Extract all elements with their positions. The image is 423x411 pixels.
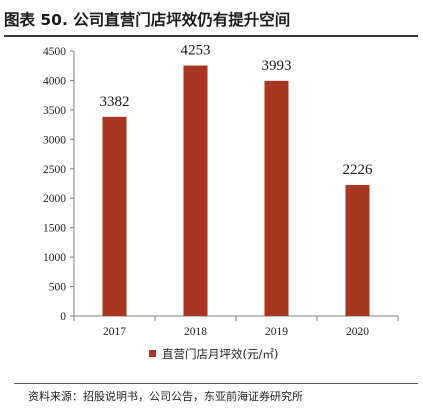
y-tick-label: 2000 [43, 193, 66, 205]
bar-2017 [102, 116, 127, 317]
y-tick-label: 3500 [43, 105, 66, 117]
figure-title: 图表 50. 公司直营门店坪效仍有提升空间 [4, 11, 291, 29]
y-axis: 0 500 1000 1500 2000 2500 3000 3500 4000 4500 [43, 46, 75, 323]
data-labels: 3382 4253 3993 2226 [100, 43, 374, 178]
x-tick-label: 2019 [265, 326, 288, 338]
data-label-2017: 3382 [100, 94, 130, 110]
y-tick-label: 4000 [43, 75, 66, 87]
title-rule [4, 35, 418, 37]
legend-swatch [149, 350, 156, 357]
data-label-2018: 4253 [181, 43, 211, 59]
source-rule [14, 383, 418, 384]
y-tick-label: 500 [49, 282, 67, 294]
x-tick-label: 2018 [184, 326, 207, 338]
x-axis: 2017 2018 2019 2020 [73, 315, 399, 338]
bar-chart: 0 500 1000 1500 2000 2500 3000 3500 4000 4500 201… [43, 43, 399, 361]
legend: 直营门店月坪效(元/㎡) [149, 347, 278, 361]
data-label-2019: 3993 [262, 58, 292, 74]
bar-2019 [264, 80, 289, 317]
y-tick-label: 1000 [43, 252, 66, 264]
y-tick-label: 4500 [43, 46, 66, 58]
bars [102, 65, 370, 317]
y-tick-label: 1500 [43, 223, 66, 235]
y-tick-label: 2500 [43, 164, 66, 176]
source-note: 资料来源：招股说明书，公司公告，东亚前海证券研究所 [28, 390, 303, 403]
bar-2018 [183, 65, 208, 316]
y-tick-label: 0 [60, 311, 66, 323]
y-tick-label: 3000 [43, 134, 66, 146]
x-tick-label: 2017 [103, 326, 126, 338]
x-tick-label: 2020 [346, 326, 369, 338]
legend-label: 直营门店月坪效(元/㎡) [162, 347, 278, 361]
data-label-2020: 2226 [343, 162, 374, 178]
bar-2020 [345, 184, 370, 316]
